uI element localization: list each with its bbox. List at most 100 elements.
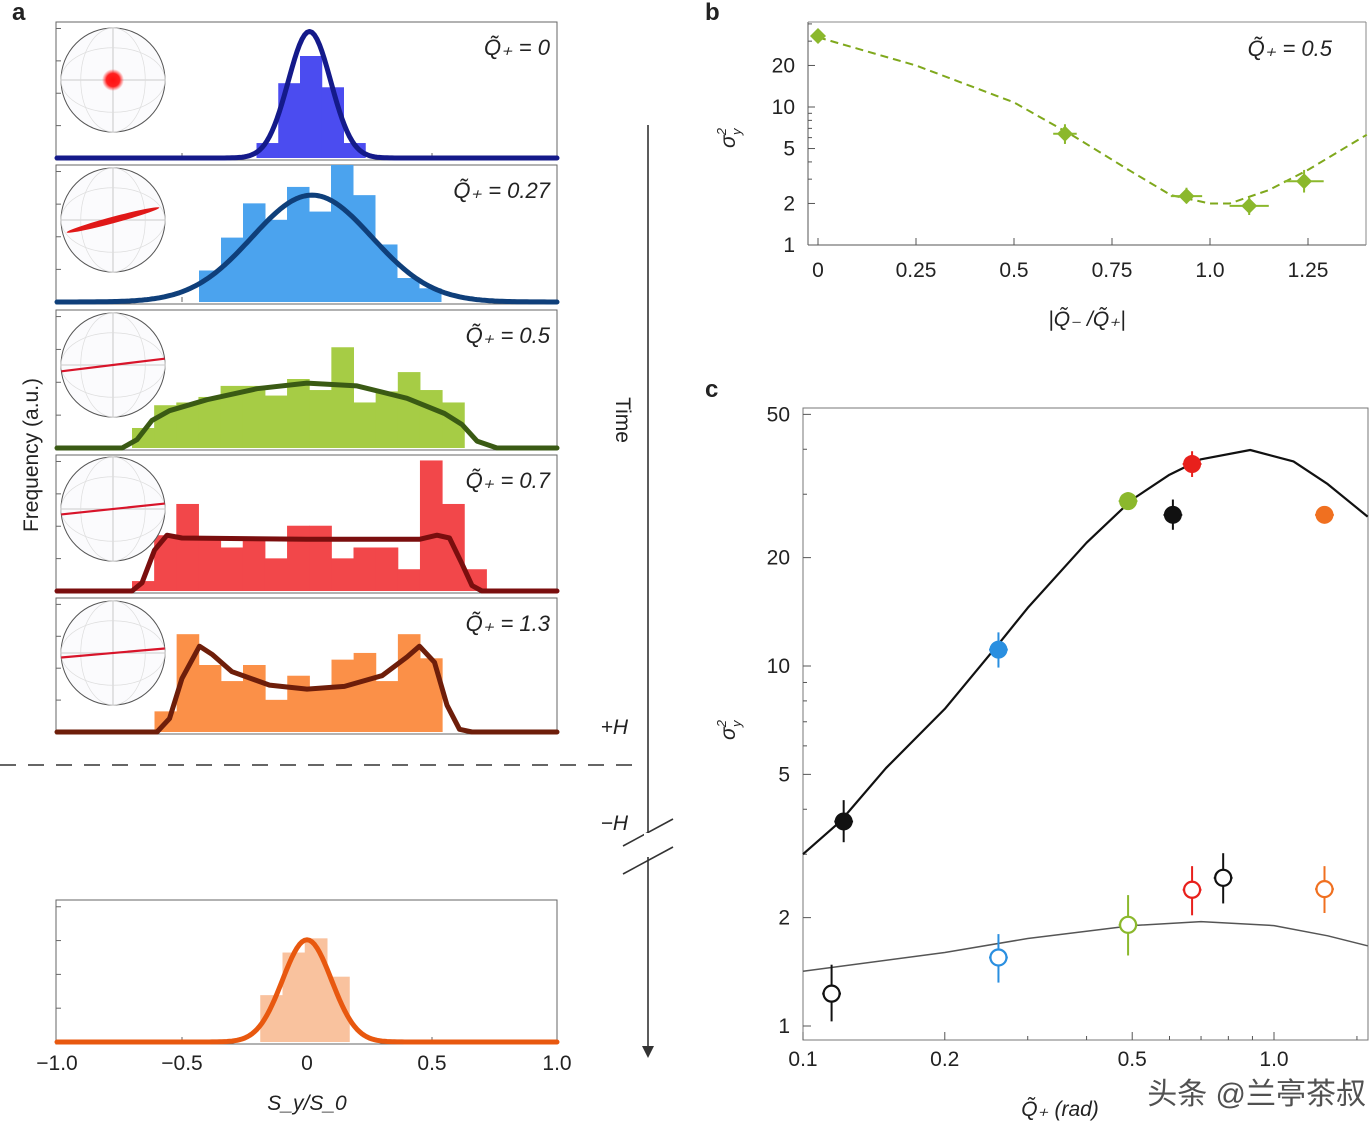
fit-curve — [54, 380, 560, 451]
histogram-bar — [220, 681, 244, 732]
data-point-filled — [1315, 505, 1334, 524]
panel-a-ylabel: Frequency (a.u.) — [20, 378, 43, 532]
panel-letter-b: b — [705, 0, 720, 26]
subplot-5: Q̃₊ = 1.3 — [54, 597, 560, 735]
sphere-grid-line — [80, 167, 146, 273]
histogram-bar — [353, 547, 377, 591]
axis-break-mark — [622, 846, 674, 875]
y-tick-label: 20 — [767, 547, 790, 570]
data-point — [1296, 173, 1313, 190]
histogram-bar — [260, 995, 283, 1042]
data-point-open — [1118, 915, 1138, 934]
panel-a: Q̃₊ = 0 Q̃₊ = 0.27 Q̃₊ = 0.5 Q̃₊ = 0.7 Q̃₊ =… — [36, 21, 572, 1075]
x-tick-label: 0.5 — [417, 1052, 446, 1075]
histogram-bar — [309, 525, 332, 591]
subplot-frame — [55, 899, 558, 1045]
x-tick-label: 0 — [301, 1052, 313, 1075]
subplot-3: Q̃₊ = 0.5 — [54, 309, 560, 451]
x-tick-label: 0.2 — [930, 1048, 959, 1071]
y-tick-label: 10 — [772, 96, 795, 119]
histogram-bar — [242, 539, 266, 591]
histogram-bar — [132, 427, 155, 448]
histogram-bar — [264, 558, 288, 591]
panel-b-ylabel: σ2y — [714, 127, 744, 148]
time-label: Time — [611, 397, 634, 443]
subplot-label: Q̃₊ = 0.27 — [453, 178, 550, 203]
data-point — [810, 27, 826, 44]
data-point-filled — [834, 812, 853, 831]
histogram-bar — [343, 143, 366, 158]
data-point-filled — [1183, 455, 1202, 474]
histogram-bar — [198, 396, 222, 448]
y-tick-label: 1 — [778, 1015, 790, 1038]
histogram-bar — [287, 186, 310, 302]
histogram-bar — [242, 385, 266, 448]
data-point — [1056, 125, 1073, 142]
histogram-bar — [287, 525, 310, 591]
fit-curve — [54, 532, 560, 594]
axis-break-mark — [622, 818, 674, 847]
histogram-bar — [300, 56, 323, 158]
subplot-4: Q̃₊ = 0.7 — [54, 454, 560, 594]
panel-a-xlabel: S_y/S_0 — [267, 1092, 347, 1115]
histogram-bar — [375, 681, 399, 732]
y-tick-label: 5 — [783, 138, 795, 161]
histogram-bar — [278, 83, 301, 158]
histogram-bar — [375, 391, 399, 448]
panel-b-annotation: Q̃₊ = 0.5 — [1248, 36, 1333, 61]
histogram-bar — [331, 558, 354, 591]
bloch-sphere-inset — [60, 27, 166, 133]
data-point-filled — [1163, 505, 1182, 524]
x-tick-label: −0.5 — [161, 1052, 202, 1075]
x-tick-label: 0.5 — [1118, 1048, 1147, 1071]
histogram-bar — [309, 390, 332, 448]
histogram-bar — [198, 665, 222, 732]
fit-curve-dashed — [817, 36, 1368, 205]
histogram-bar — [154, 535, 177, 591]
panel-letter-c: c — [705, 376, 718, 403]
x-tick-label: −1.0 — [36, 1052, 77, 1075]
y-tick-label: 5 — [778, 763, 790, 786]
histogram-bar — [176, 503, 199, 591]
subplot-2: Q̃₊ = 0.27 — [54, 164, 560, 305]
fit-curve — [54, 29, 560, 161]
y-tick-label: 1 — [783, 234, 795, 257]
histogram-bar — [331, 347, 354, 448]
histogram-bar — [176, 402, 199, 448]
y-tick-label: 2 — [783, 192, 795, 215]
histogram-bar — [397, 569, 421, 591]
fit-curve-lower — [802, 920, 1368, 972]
spin-state-line — [61, 357, 165, 373]
data-point — [1241, 197, 1258, 214]
bloch-sphere-inset — [60, 312, 166, 418]
histogram-bar — [353, 195, 376, 302]
sphere-grid-line — [60, 620, 166, 686]
spin-state-spot — [102, 69, 124, 91]
subplot-frame — [55, 309, 558, 451]
x-tick-label: 1.25 — [1288, 259, 1329, 282]
panel-letter-a: a — [12, 0, 26, 26]
spin-state-ellipse — [66, 207, 160, 233]
panel-b: 0 0.25 0.5 0.75 1.0 1.25 1 2 5 10 20 — [772, 21, 1368, 282]
panel-c: 0.1 0.2 0.5 1.0 1 2 5 10 20 50 — [767, 403, 1369, 1071]
sphere-grid-line — [80, 456, 146, 562]
minus-h-label: −H — [601, 812, 629, 835]
data-point — [1178, 188, 1195, 205]
plus-h-label: +H — [601, 716, 629, 739]
histogram-bar — [397, 372, 421, 448]
histogram-bar — [132, 581, 155, 591]
x-tick-label: 1.0 — [1259, 1048, 1288, 1071]
y-tick-label: 20 — [772, 54, 795, 77]
x-tick-label: 1.0 — [542, 1052, 571, 1075]
sphere-grid-line — [60, 476, 166, 542]
fit-curve-upper — [802, 448, 1369, 856]
data-point-filled — [989, 640, 1008, 659]
panel-b-xlabel: |Q̃₋ /Q̃₊| — [1048, 307, 1125, 331]
histogram-bar — [198, 539, 222, 591]
histogram-bar — [420, 658, 443, 732]
histogram-bar — [287, 675, 310, 732]
y-tick-label: 50 — [767, 403, 790, 426]
x-tick-label: 1.0 — [1195, 259, 1224, 282]
panel-c-ylabel: σ2y — [714, 719, 744, 740]
